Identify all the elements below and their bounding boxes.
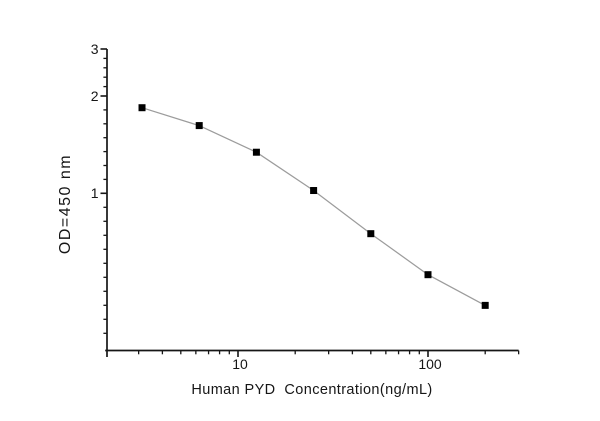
y-axis-title: OD=450 nm — [57, 153, 74, 255]
data-point-marker — [252, 148, 260, 156]
data-point-marker — [138, 104, 146, 112]
data-point-marker — [367, 230, 375, 238]
x-tick-label: 100 — [418, 356, 442, 372]
data-point-marker — [310, 187, 318, 195]
data-point-marker — [424, 271, 432, 279]
y-tick-label: 2 — [91, 88, 99, 104]
y-tick-label: 3 — [91, 41, 99, 57]
data-point-marker — [481, 301, 489, 309]
y-tick-label: 1 — [91, 185, 99, 201]
x-axis-title: Human PYD Concentration(ng/mL) — [191, 382, 433, 398]
standard-curve-line — [141, 107, 486, 306]
x-tick-label: 10 — [232, 356, 248, 372]
data-point-marker — [195, 122, 203, 130]
